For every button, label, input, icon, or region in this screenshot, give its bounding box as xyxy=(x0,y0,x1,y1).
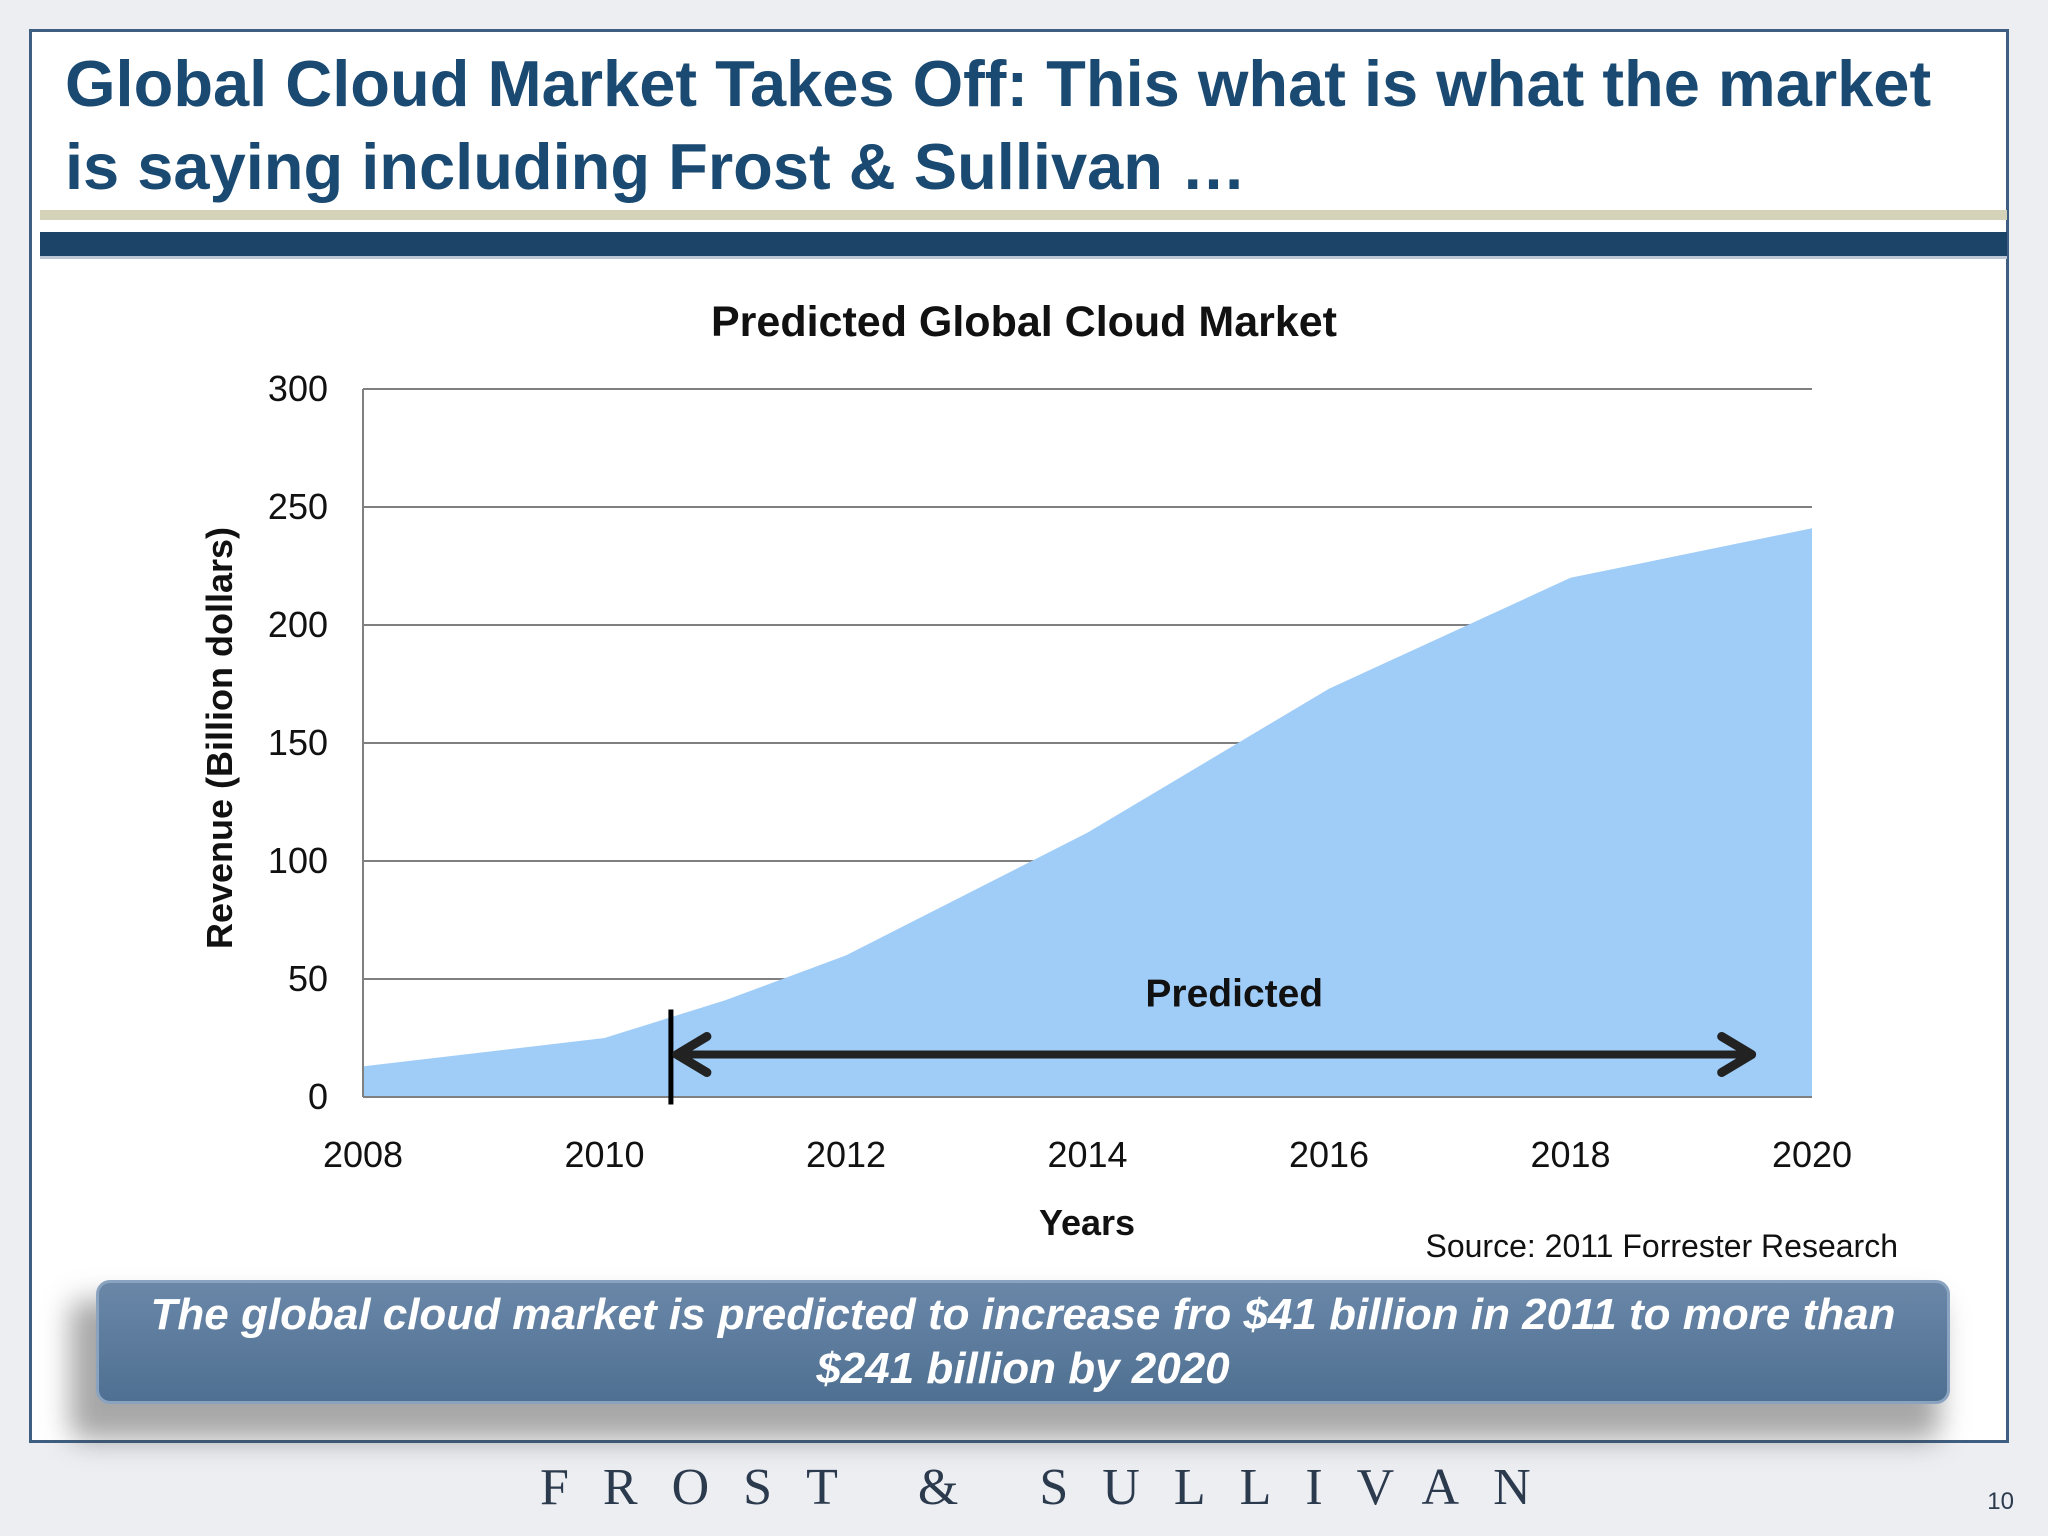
y-tick-label: 300 xyxy=(268,368,328,409)
y-tick-label: 100 xyxy=(268,840,328,881)
y-tick-label: 50 xyxy=(288,958,328,999)
x-tick-label: 2008 xyxy=(323,1134,403,1175)
prediction-arrow-head-right xyxy=(1717,1032,1757,1078)
y-tick-label: 250 xyxy=(268,486,328,527)
y-tick-label: 200 xyxy=(268,604,328,645)
y-tick-label: 0 xyxy=(308,1076,328,1117)
prediction-label: Predicted xyxy=(1145,973,1323,1016)
x-axis-title: Years xyxy=(1039,1202,1135,1243)
y-tick-label: 150 xyxy=(268,722,328,763)
frost-sullivan-logo: FROST & SULLIVAN xyxy=(540,1459,1565,1516)
area-series xyxy=(363,528,1812,1097)
x-tick-label: 2014 xyxy=(1047,1134,1127,1175)
title-rule-dark xyxy=(40,232,2007,259)
x-tick-label: 2018 xyxy=(1530,1134,1610,1175)
title-rule-light xyxy=(40,210,2007,220)
page-number: 10 xyxy=(1987,1488,2014,1515)
x-tick-label: 2016 xyxy=(1289,1134,1369,1175)
slide-title: Global Cloud Market Takes Off: This what… xyxy=(65,47,1932,203)
x-tick-label: 2010 xyxy=(564,1134,644,1175)
y-axis-title: Revenue (Billion dollars) xyxy=(199,527,240,949)
summary-callout: The global cloud market is predicted to … xyxy=(96,1280,1950,1404)
source-note: Source: 2011 Forrester Research xyxy=(1425,1228,1898,1264)
x-tick-label: 2020 xyxy=(1772,1134,1852,1175)
prediction-arrow-head-left xyxy=(672,1032,712,1078)
chart-title: Predicted Global Cloud Market xyxy=(711,298,1337,346)
x-tick-label: 2012 xyxy=(806,1134,886,1175)
